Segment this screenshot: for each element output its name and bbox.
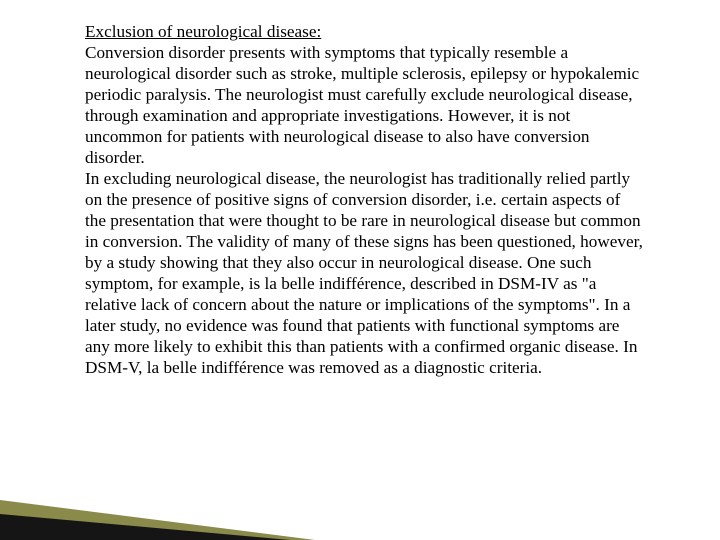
section-heading: Exclusion of neurological disease: bbox=[85, 22, 645, 43]
slide: Exclusion of neurological disease: Conve… bbox=[0, 0, 720, 540]
text-block: Exclusion of neurological disease: Conve… bbox=[85, 22, 645, 379]
paragraph-2: In excluding neurological disease, the n… bbox=[85, 169, 645, 379]
corner-decoration bbox=[0, 480, 720, 540]
paragraph-1: Conversion disorder presents with sympto… bbox=[85, 43, 645, 169]
